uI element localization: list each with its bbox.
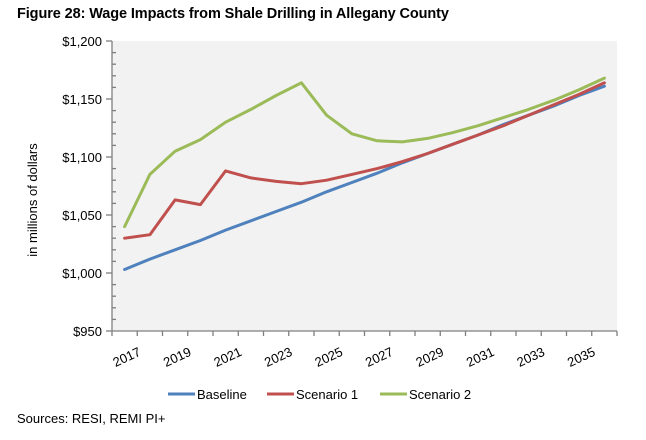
y-tick-label: $1,150	[62, 92, 102, 107]
y-tick-label: $1,050	[62, 208, 102, 223]
legend-item-baseline: Baseline	[168, 387, 247, 402]
figure-title: Figure 28: Wage Impacts from Shale Drill…	[17, 6, 449, 22]
series-line-scenario-2	[123, 76, 606, 229]
x-tick-label: 2027	[363, 344, 396, 370]
x-axis: 2017 2019 2021 2023 2025 2027 2029 2031 2033 2035	[110, 330, 618, 370]
x-tick-label: 2033	[514, 344, 547, 370]
legend-label: Baseline	[197, 387, 247, 402]
plot-area	[112, 41, 617, 331]
x-tick-label: 2031	[464, 344, 497, 370]
y-axis: $950 $1,000 $1,050 $1,100 $1,150 $1,200	[62, 34, 116, 339]
x-tick-label: 2025	[312, 344, 345, 370]
x-tick-label: 2023	[262, 344, 295, 370]
x-tick-label: 2029	[413, 344, 446, 370]
y-tick-label: $1,100	[62, 150, 102, 165]
source-note: Sources: RESI, REMI PI+	[17, 411, 166, 426]
x-tick-label: 2017	[110, 344, 143, 370]
x-tick-label: 2021	[211, 344, 244, 370]
legend-item-scenario-2: Scenario 2	[380, 387, 471, 402]
legend-item-scenario-1: Scenario 1	[267, 387, 358, 402]
y-tick-label: $1,200	[62, 34, 102, 49]
x-tick-label: 2035	[565, 344, 598, 370]
series-lines	[123, 76, 606, 271]
legend: Baseline Scenario 1 Scenario 2	[168, 387, 471, 402]
y-axis-title: in millions of dollars	[25, 143, 40, 257]
y-tick-label: $950	[73, 324, 102, 339]
series-line-scenario-1	[123, 81, 606, 240]
legend-label: Scenario 2	[409, 387, 471, 402]
x-tick-label: 2019	[161, 344, 194, 370]
legend-label: Scenario 1	[296, 387, 358, 402]
y-tick-label: $1,000	[62, 266, 102, 281]
